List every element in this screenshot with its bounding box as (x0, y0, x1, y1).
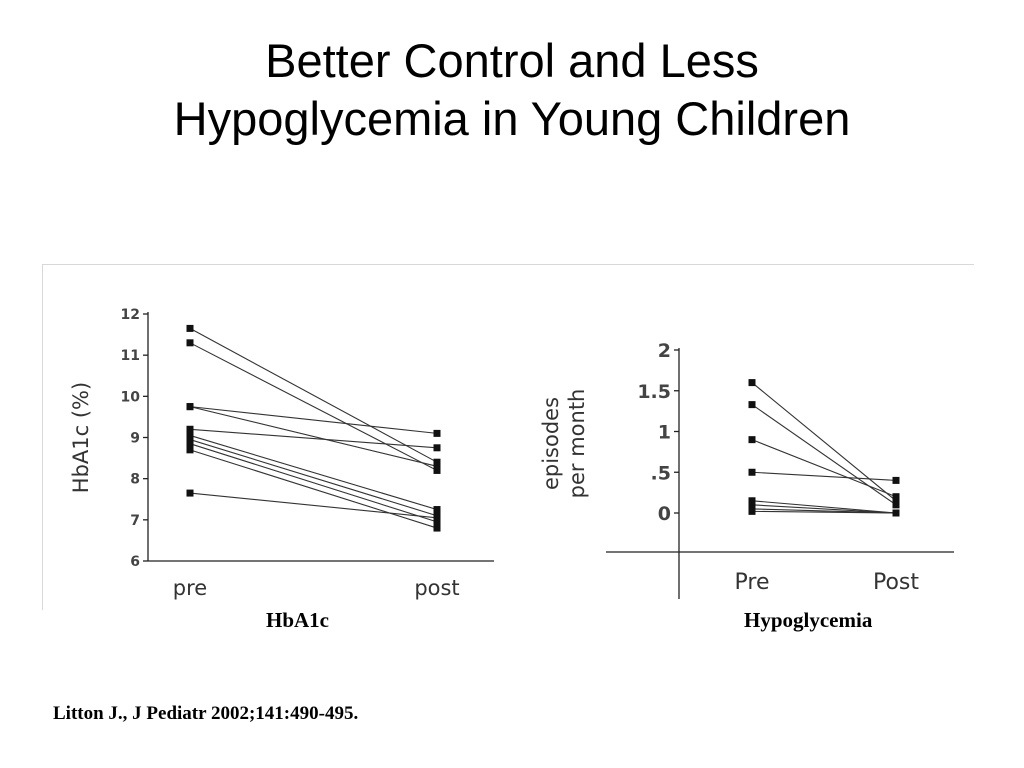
hba1c-y-tick-label: 7 (130, 513, 140, 529)
hba1c-y-axis-title: HbA1c (%) (69, 382, 93, 493)
hba1c-data-point (433, 466, 441, 474)
hba1c-series-line (189, 428, 438, 449)
hypo-y-tick-label: 1 (658, 422, 671, 444)
hba1c-data-point (433, 524, 441, 532)
hba1c-data-point (186, 446, 194, 454)
hba1c-data-point (186, 339, 194, 347)
hypoglycemia-chart: 0 .5 1 1.5 2 episodes per month Pre Post (539, 340, 954, 599)
hypo-series-line (751, 504, 897, 514)
hba1c-y-tick-label: 10 (121, 389, 141, 405)
hba1c-data-point (186, 436, 194, 444)
hypo-series-line (751, 382, 897, 502)
hba1c-series-line (189, 439, 438, 517)
hypo-y-tick-label: 0 (658, 503, 671, 525)
hba1c-data-point (433, 444, 441, 452)
hypo-category-label: Post (873, 570, 919, 595)
hba1c-data-point (186, 324, 194, 332)
citation: Litton J., J Pediatr 2002;141:490-495. (53, 703, 359, 724)
hypo-data-point (892, 476, 900, 484)
hba1c-y-tick-label: 8 (130, 472, 140, 488)
hypo-data-point (748, 379, 756, 387)
hypo-data-point (748, 401, 756, 409)
hba1c-data-point (433, 429, 441, 437)
slide-title: Better Control and Less Hypoglycemia in … (0, 32, 1024, 148)
hypo-series-line (751, 471, 897, 481)
hba1c-series-line (189, 449, 438, 529)
hba1c-series-line (189, 443, 438, 523)
hba1c-data-point (186, 403, 194, 411)
hba1c-y-tick-label: 12 (121, 307, 140, 323)
hba1c-data-point (433, 518, 441, 526)
hba1c-series-line (189, 327, 438, 463)
hba1c-series-line (189, 406, 438, 434)
hypo-series-line (751, 439, 897, 498)
hba1c-y-tick-label: 6 (130, 554, 140, 570)
hypo-series-line (751, 404, 897, 506)
hba1c-caption: HbA1c (266, 608, 329, 632)
hba1c-series-line (189, 342, 438, 471)
hypo-category-label: Pre (735, 570, 770, 595)
hypo-y-tick-label: 2 (658, 340, 671, 362)
hba1c-series-line (189, 492, 438, 519)
hypo-data-point (748, 468, 756, 476)
hba1c-data-point (433, 506, 441, 514)
hba1c-y-tick-label: 9 (130, 431, 140, 447)
hba1c-data-point (433, 462, 441, 470)
hba1c-data-point (186, 440, 194, 448)
hypo-y-tick-label: 1.5 (637, 381, 671, 403)
hba1c-category-label: post (414, 576, 459, 600)
hba1c-series-line (189, 434, 438, 511)
hba1c-data-point (186, 425, 194, 433)
hba1c-data-point (186, 431, 194, 439)
hba1c-y-tick-label: 11 (121, 348, 140, 364)
hypo-data-point (748, 507, 756, 515)
hypo-data-point (892, 493, 900, 501)
hypo-data-point (748, 436, 756, 444)
hypoglycemia-caption: Hypoglycemia (744, 608, 873, 632)
hypo-data-point (892, 501, 900, 509)
hba1c-data-point (433, 514, 441, 522)
hypo-y-tick-label: .5 (651, 462, 671, 484)
hypo-y-axis-title-line-2: per month (565, 389, 589, 499)
hypo-series-line (751, 510, 897, 514)
slide-title-line-1: Better Control and Less (265, 34, 759, 87)
hypo-data-point (892, 509, 900, 517)
hypo-series-line (751, 500, 897, 514)
hba1c-category-label: pre (173, 576, 207, 600)
hba1c-chart: 6 7 8 9 10 11 12 HbA1c (%) pre post (69, 307, 494, 600)
hypo-y-axis-title-line-1: episodes (539, 397, 563, 490)
hba1c-data-point (186, 489, 194, 497)
hypo-data-point (892, 497, 900, 505)
hypo-data-point (748, 497, 756, 505)
hba1c-series-line (189, 406, 438, 467)
hba1c-data-point (433, 458, 441, 466)
hypo-data-point (748, 501, 756, 509)
slide-title-line-2: Hypoglycemia in Young Children (173, 92, 851, 145)
